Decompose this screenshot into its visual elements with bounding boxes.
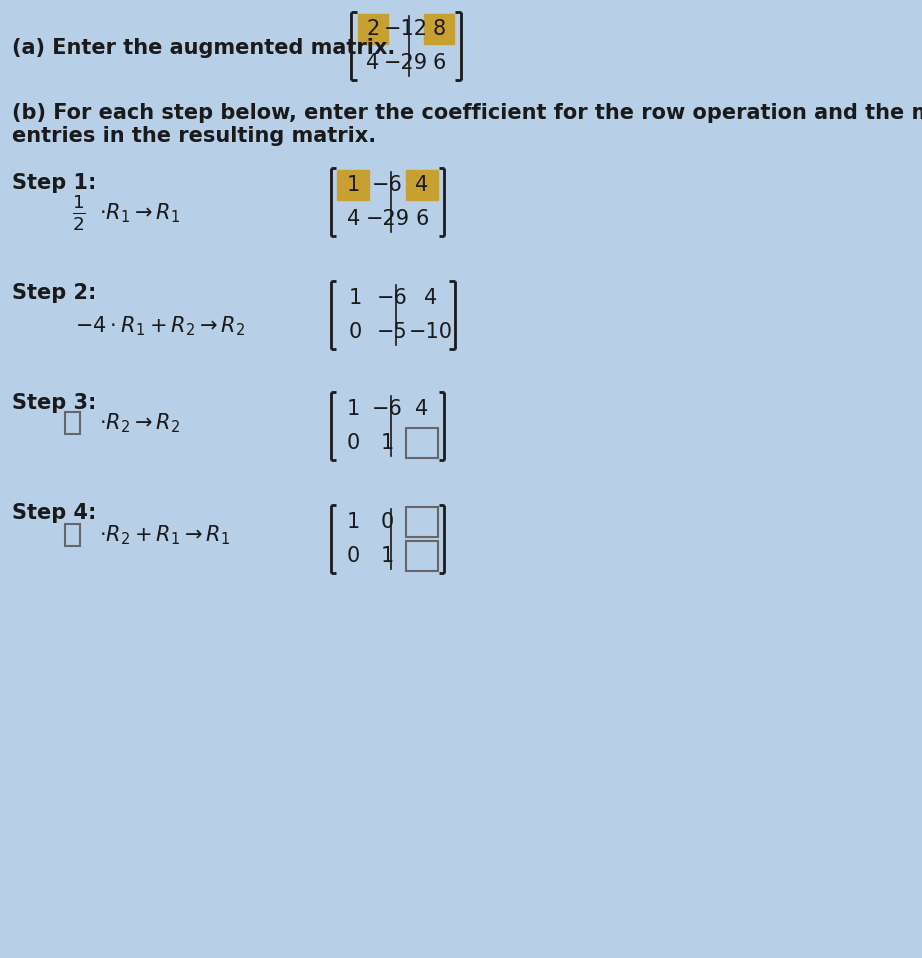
Text: $\cdot R_1 \rightarrow R_1$: $\cdot R_1 \rightarrow R_1$ [100, 201, 181, 225]
Text: 0: 0 [381, 512, 394, 532]
Text: 6: 6 [415, 209, 429, 229]
Bar [406, 170, 438, 200]
Text: 4: 4 [424, 288, 437, 308]
Bar [65, 412, 80, 434]
Text: 2: 2 [366, 19, 380, 39]
Text: $\frac{1}{2}$: $\frac{1}{2}$ [72, 193, 86, 233]
Text: 6: 6 [432, 53, 445, 73]
Text: 0: 0 [347, 546, 360, 566]
Text: Step 1:: Step 1: [12, 173, 97, 193]
Text: Step 3:: Step 3: [12, 393, 97, 413]
Text: 0: 0 [349, 322, 361, 342]
Text: Step 4:: Step 4: [12, 503, 97, 523]
Text: (b) For each step below, enter the coefficient for the row operation and the mis: (b) For each step below, enter the coeff… [12, 103, 922, 147]
Bar [65, 524, 80, 546]
Text: −10: −10 [408, 322, 453, 342]
Text: 4: 4 [415, 399, 429, 419]
Text: −6: −6 [372, 399, 403, 419]
Text: $\cdot R_2 \rightarrow R_2$: $\cdot R_2 \rightarrow R_2$ [100, 411, 181, 435]
Text: Step 2:: Step 2: [12, 283, 97, 303]
Text: 1: 1 [381, 546, 394, 566]
Bar [406, 428, 438, 458]
Text: $\cdot R_2 + R_1 \rightarrow R_1$: $\cdot R_2 + R_1 \rightarrow R_1$ [100, 523, 230, 547]
Text: −12: −12 [384, 19, 428, 39]
Text: 1: 1 [347, 399, 360, 419]
Text: 4: 4 [366, 53, 380, 73]
Text: 1: 1 [349, 288, 361, 308]
Text: (a) Enter the augmented matrix.: (a) Enter the augmented matrix. [12, 38, 396, 58]
Bar [406, 541, 438, 571]
Text: $-4 \cdot R_1 + R_2 \rightarrow R_2$: $-4 \cdot R_1 + R_2 \rightarrow R_2$ [76, 314, 245, 338]
Text: −29: −29 [365, 209, 409, 229]
Text: −5: −5 [377, 322, 408, 342]
Text: 1: 1 [381, 433, 394, 453]
Text: −29: −29 [384, 53, 428, 73]
Text: 4: 4 [347, 209, 360, 229]
Text: 0: 0 [347, 433, 360, 453]
Text: 1: 1 [347, 512, 360, 532]
Bar [358, 14, 388, 44]
Bar [406, 507, 438, 537]
Text: 1: 1 [347, 175, 360, 195]
Text: 4: 4 [415, 175, 429, 195]
Bar [337, 170, 369, 200]
Text: 8: 8 [432, 19, 445, 39]
Text: −6: −6 [377, 288, 408, 308]
Bar [424, 14, 454, 44]
Text: −6: −6 [372, 175, 403, 195]
